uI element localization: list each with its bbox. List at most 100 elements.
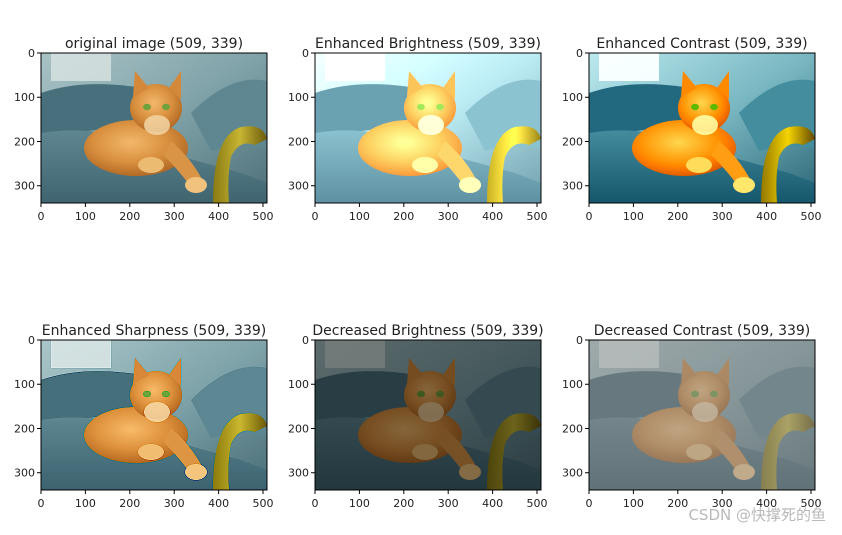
x-tick-label: 500 <box>527 210 548 223</box>
x-tick-label: 400 <box>208 497 229 510</box>
x-tick-label: 300 <box>438 210 459 223</box>
cat-head <box>678 84 730 132</box>
scene-window-light <box>51 53 111 81</box>
axes-frame <box>40 339 268 491</box>
y-tick-label: 0 <box>28 47 35 60</box>
x-tick-label: 500 <box>253 210 274 223</box>
cat-paw-left <box>138 444 164 460</box>
scene-window-light <box>599 53 659 81</box>
scene-window-light <box>51 340 111 368</box>
cat-head <box>404 371 456 419</box>
cat-front-leg <box>163 428 203 474</box>
chair-arm <box>761 413 815 490</box>
cat-paw-left <box>412 157 438 173</box>
image-panel: Enhanced Sharpness (509, 339) 0 100 200 300 4… <box>14 323 274 510</box>
cat-eye-left <box>691 390 699 398</box>
x-tick-label: 0 <box>38 210 45 223</box>
x-tick-label: 100 <box>623 497 644 510</box>
cat-head <box>130 84 182 132</box>
x-tick-label: 0 <box>38 497 45 510</box>
chair-arm <box>487 126 541 203</box>
x-tick-label: 500 <box>253 497 274 510</box>
cat-head <box>130 371 182 419</box>
y-tick-label: 200 <box>562 135 583 148</box>
cat-paw-right <box>185 177 207 193</box>
y-tick-label: 100 <box>14 378 35 391</box>
cat-head <box>678 371 730 419</box>
axes-frame <box>588 339 816 491</box>
x-tick-label: 200 <box>393 210 414 223</box>
cat-paw-right <box>733 177 755 193</box>
y-tick-label: 0 <box>302 47 309 60</box>
x-tick-label: 100 <box>75 210 96 223</box>
y-tick-label: 300 <box>562 180 583 193</box>
scene-window-light <box>325 53 385 81</box>
chair-arm <box>761 126 815 203</box>
cat-eye-right <box>436 390 444 398</box>
image-panel: Enhanced Contrast (509, 339) 0 100 200 300 40… <box>562 36 822 223</box>
cat-paw-left <box>686 157 712 173</box>
y-tick-label: 0 <box>576 47 583 60</box>
cat-ear-right <box>169 358 181 386</box>
cat-muzzle <box>692 402 718 422</box>
cat-paw-left <box>412 444 438 460</box>
x-tick-label: 300 <box>712 497 733 510</box>
cat-ear-right <box>169 71 181 99</box>
x-tick-label: 300 <box>164 210 185 223</box>
panel-image <box>41 53 267 203</box>
x-tick-label: 400 <box>208 210 229 223</box>
x-tick-label: 400 <box>482 210 503 223</box>
x-tick-label: 0 <box>586 497 593 510</box>
x-tick-label: 0 <box>312 497 319 510</box>
y-tick-label: 100 <box>562 91 583 104</box>
cat-eye-right <box>710 390 718 398</box>
cat-ear-right <box>717 71 729 99</box>
cat-muzzle <box>418 402 444 422</box>
cat-eye-right <box>162 103 170 111</box>
cat-paw-right <box>185 464 207 480</box>
panel-image <box>589 340 815 490</box>
y-tick-label: 200 <box>288 422 309 435</box>
x-tick-label: 400 <box>756 210 777 223</box>
image-panel: Enhanced Brightness (509, 339) 0 100 200 300… <box>288 36 548 223</box>
cat-front-leg <box>711 141 751 187</box>
cat-eye-left <box>417 103 425 111</box>
axes-frame <box>40 52 268 204</box>
scene-window-light <box>599 340 659 368</box>
chair-arm <box>487 413 541 490</box>
panel-title: Enhanced Brightness (509, 339) <box>315 36 541 52</box>
cat-muzzle <box>144 115 170 135</box>
x-tick-label: 0 <box>312 210 319 223</box>
cat-eye-left <box>691 103 699 111</box>
cat-front-leg <box>437 428 477 474</box>
panel-image <box>315 53 541 203</box>
y-tick-label: 300 <box>14 467 35 480</box>
cat-paw-right <box>459 464 481 480</box>
cat-eye-left <box>143 103 151 111</box>
axes-frame <box>314 339 542 491</box>
cat-ear-right <box>717 358 729 386</box>
cat-muzzle <box>144 402 170 422</box>
cat-front-leg <box>711 428 751 474</box>
y-tick-label: 0 <box>576 334 583 347</box>
cat-front-leg <box>437 141 477 187</box>
cat-eye-left <box>143 390 151 398</box>
axes-frame <box>314 52 542 204</box>
cat-paw-right <box>459 177 481 193</box>
scene-window-light <box>325 340 385 368</box>
cat-ear-left <box>407 71 423 97</box>
panel-image <box>315 340 541 490</box>
axes-frame <box>588 52 816 204</box>
x-tick-label: 200 <box>119 497 140 510</box>
panel-title: Decreased Contrast (509, 339) <box>594 323 811 339</box>
x-tick-label: 100 <box>349 497 370 510</box>
y-tick-label: 0 <box>302 334 309 347</box>
x-tick-label: 500 <box>527 497 548 510</box>
chair-arm <box>213 126 267 203</box>
x-tick-label: 300 <box>712 210 733 223</box>
x-tick-label: 300 <box>438 497 459 510</box>
cat-paw-left <box>686 444 712 460</box>
cat-ear-left <box>133 71 149 97</box>
y-tick-label: 200 <box>288 135 309 148</box>
